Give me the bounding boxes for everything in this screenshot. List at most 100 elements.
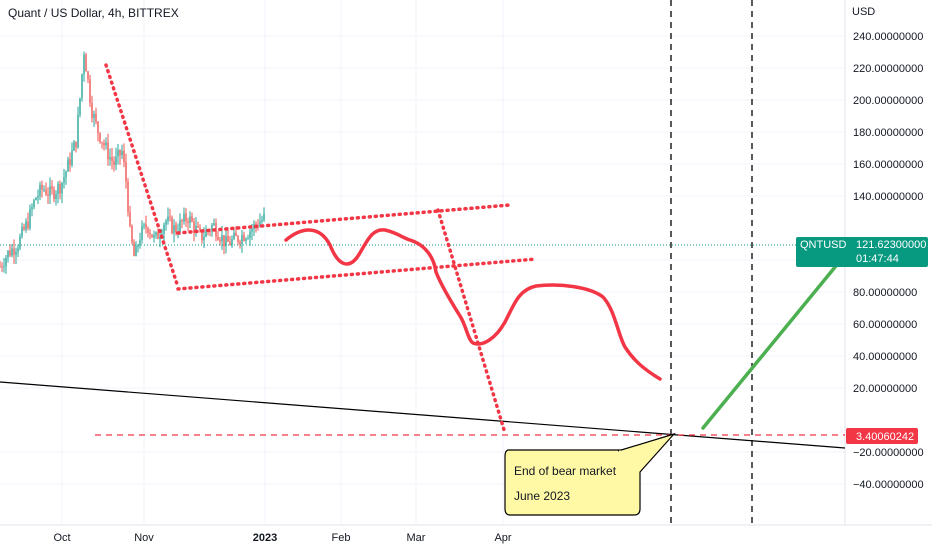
candle-body [163, 224, 165, 234]
candle-body [173, 224, 175, 234]
candle-body [263, 214, 265, 220]
candle-body [49, 186, 51, 196]
long-trend-line[interactable] [0, 381, 846, 449]
candle-body [243, 235, 245, 241]
candle-body [195, 225, 197, 233]
callout-box [504, 449, 641, 516]
candle-body [155, 232, 157, 235]
candle-body [111, 157, 113, 162]
candle-body [239, 242, 241, 244]
candle-body [39, 184, 41, 196]
candle-body [69, 159, 71, 166]
candle-body [1, 266, 3, 268]
candle-body [191, 216, 193, 222]
candle-body [85, 54, 87, 72]
candle-body [199, 227, 201, 231]
candle-body [35, 197, 37, 201]
candle-body [171, 217, 173, 234]
candle-body [91, 103, 93, 118]
candle-body [227, 235, 229, 242]
candle-body [31, 207, 33, 209]
candle-body [61, 182, 63, 194]
candle-body [231, 238, 233, 246]
candle-body [127, 181, 129, 213]
candle-body [179, 220, 181, 233]
candle-body [97, 121, 99, 133]
green-projection[interactable] [701, 259, 842, 430]
candle-body [247, 237, 249, 239]
candle-body [107, 142, 109, 160]
candle-body [71, 150, 73, 166]
channel-top[interactable] [176, 203, 512, 235]
candle-body [15, 251, 17, 255]
decline-trendline[interactable] [104, 63, 180, 289]
candle-body [225, 235, 227, 247]
candle-body [29, 208, 31, 229]
candle-body [167, 216, 169, 221]
candle-body [17, 248, 19, 252]
projection-drop[interactable] [436, 208, 507, 435]
marked-level-value: 3.40060242 [856, 431, 914, 443]
candle-body [53, 189, 55, 199]
candle-body [95, 113, 97, 122]
candle-body [181, 220, 183, 222]
candle-body [125, 162, 127, 182]
y-tick-label: 180.00000000 [853, 127, 923, 139]
y-tick-label: 220.00000000 [853, 63, 923, 75]
candle-body [119, 149, 121, 156]
candle-body [33, 200, 35, 208]
candle-body [131, 225, 133, 243]
last-price-value: 121.62300000 [856, 239, 926, 251]
candle-body [3, 266, 5, 268]
candle-body [113, 161, 115, 165]
candle-body [255, 223, 257, 226]
y-tick-label: −40.00000000 [853, 479, 924, 491]
candle-body [205, 230, 207, 237]
candle-body [201, 230, 203, 241]
candle-body [219, 239, 221, 242]
projected-path[interactable] [284, 228, 662, 381]
candle-body [81, 74, 83, 99]
bar-countdown: 01:47:44 [856, 253, 899, 265]
x-axis[interactable]: Oct Nov 2023 Feb Mar Apr [53, 532, 511, 544]
candle-body [83, 54, 85, 75]
candle-body [137, 245, 139, 247]
candle-body [217, 236, 219, 240]
dotted-drawings[interactable] [104, 63, 538, 435]
y-tick-label: −20.00000000 [853, 447, 924, 459]
candle-body [55, 194, 57, 199]
candle-body [259, 221, 261, 227]
last-price-badge[interactable]: QNTUSD 121.62300000 01:47:44 [796, 237, 928, 267]
candle-body [73, 141, 75, 151]
candle-body [221, 235, 223, 242]
candle-body [67, 159, 69, 172]
callout[interactable]: End of bear market June 2023 [504, 432, 676, 516]
candle-body [197, 225, 199, 228]
candle-body [47, 194, 49, 196]
candle-body [45, 189, 47, 195]
candle-body [103, 142, 105, 146]
marked-level-badge[interactable]: 3.40060242 [846, 428, 918, 444]
candle-body [57, 183, 59, 195]
candles [0, 51, 265, 274]
candle-body [21, 226, 23, 237]
y-axis[interactable]: 240.00000000 220.00000000 200.00000000 180.… [853, 31, 924, 491]
candle-body [13, 248, 15, 255]
y-tick-label: 60.00000000 [853, 319, 917, 331]
channel-bottom[interactable] [176, 257, 538, 291]
candle-body [77, 114, 79, 148]
candle-body [19, 236, 21, 249]
candle-body [27, 221, 29, 229]
x-tick-label: Oct [53, 532, 70, 544]
candle-body [175, 224, 177, 233]
candle-body [65, 171, 67, 178]
candle-body [145, 224, 147, 229]
candle-body [133, 242, 135, 257]
candle-body [123, 150, 125, 163]
x-tick-label: 2023 [253, 532, 277, 544]
candle-body [99, 132, 101, 142]
candle-body [101, 141, 103, 143]
candle-body [141, 226, 143, 240]
